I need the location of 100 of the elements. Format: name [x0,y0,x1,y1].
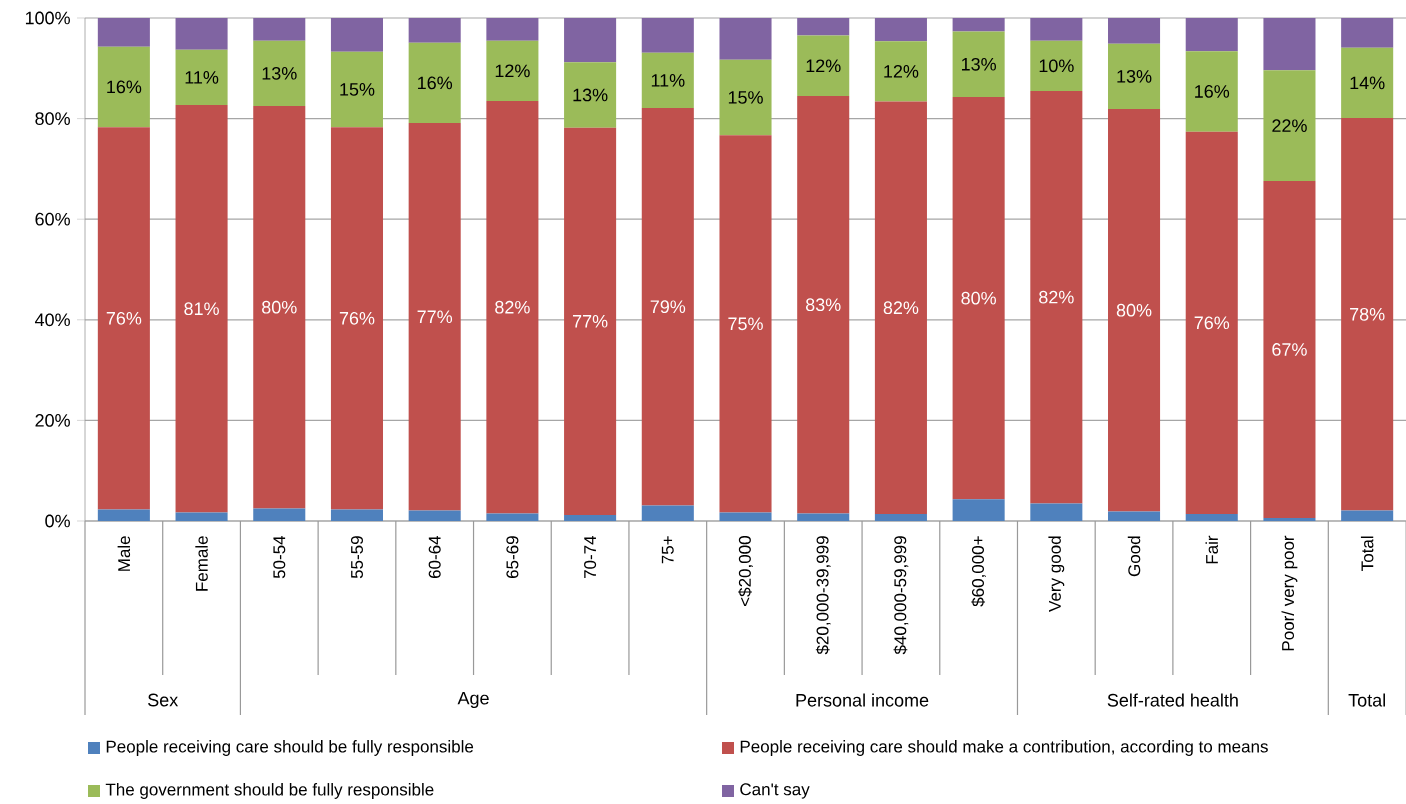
bar [175,105,228,513]
data-label: 79% [650,300,686,314]
text: Total [1348,693,1385,707]
text: Age [457,691,489,709]
x-tick-label: 55-59 [350,536,363,579]
bar [797,95,850,514]
bar [408,123,461,511]
bar [1108,109,1161,512]
x-tick-label: Fair [1205,535,1218,564]
data-label: 12% [806,59,841,73]
x-tick-label: 60-64 [428,535,441,578]
bar [1263,180,1316,518]
x-tick-label: $60,000+ [971,536,986,607]
bar [486,100,539,514]
bar [1341,510,1394,521]
bar [952,96,1005,500]
bar [797,513,850,521]
bar [641,108,694,506]
bar [641,18,694,53]
data-label: 82% [495,300,530,314]
text: Self-rated health [1107,693,1238,707]
data-label: 76% [1194,316,1230,330]
bar [1185,131,1238,514]
data-label: 11% [185,71,219,84]
bar [952,31,1005,97]
data-label: 80% [961,291,996,305]
x-tick-label: Poor/ very poor [1281,535,1298,651]
data-label: 78% [1350,307,1385,321]
data-label: 75% [728,317,763,331]
bar [1263,70,1316,181]
data-label: 13% [962,57,996,71]
bar [486,513,539,521]
bar [1185,513,1238,521]
bar [330,18,384,52]
bar [641,505,694,521]
data-label: 13% [573,88,608,102]
x-tick-label: Good [1127,536,1141,577]
legend-label: Can't say [740,783,810,799]
bar [330,127,384,510]
bar [253,40,306,107]
x-tick-label: Very good [1048,536,1065,612]
bar [175,18,228,50]
x-tick-label: <$20,000 [738,536,753,606]
data-label: 77% [573,315,608,328]
bar [408,510,461,521]
x-tick-label: Total [1360,536,1374,571]
bar [797,35,850,96]
bar [874,101,927,514]
bar [797,18,850,36]
data-label: 76% [106,311,142,325]
bar [1263,517,1316,521]
data-label: 16% [107,80,142,94]
data-label: 10% [1039,59,1074,73]
bar [564,514,617,521]
data-label: 76% [339,311,375,325]
data-label: 15% [340,83,375,96]
data-label: 80% [1116,303,1152,317]
x-tick-label: Male [117,536,131,571]
text: Personal income [796,693,929,707]
bar [874,18,927,42]
y-tick-label: 0% [45,514,70,528]
data-label: 11% [651,74,685,87]
bar [330,509,384,521]
bar [1030,503,1083,521]
bar [1030,90,1083,504]
text: Sex [148,693,179,707]
y-tick-label: 40% [34,313,70,327]
data-label: 13% [1117,69,1152,83]
bar [253,508,306,521]
bar [1030,18,1083,41]
bar [486,18,539,41]
x-tick-label: $20,000-39,999 [815,536,831,655]
bar [1185,18,1238,52]
bar [1341,18,1394,48]
legend-label: People receiving care should be fully responsible [106,740,474,756]
data-label: 22% [1272,119,1307,132]
data-label: 16% [418,76,453,90]
x-tick-label: $40,000-59,999 [893,536,909,655]
legend-label: The government should be fully responsible [105,783,434,799]
bar [1108,511,1161,521]
y-tick-label: 80% [35,112,70,125]
data-label: 81% [184,302,219,316]
bar [1341,47,1394,119]
bar [97,46,150,128]
bar [97,18,150,47]
x-tick-label: 65-69 [506,536,519,578]
bar [1263,18,1316,71]
x-tick-label: 50-54 [273,535,286,579]
legend-label: People receiving care should make a contribution, according to means [740,740,1268,756]
x-tick-label: 75+ [661,536,674,564]
data-label: 80% [262,300,297,314]
data-label: 12% [884,64,919,78]
data-label: 13% [262,66,297,80]
data-label: 12% [495,64,530,78]
bar [253,18,306,41]
bar [253,106,306,509]
bar [719,512,772,521]
bar [175,49,228,106]
bar [1030,40,1083,91]
data-label: 67% [1272,343,1307,356]
